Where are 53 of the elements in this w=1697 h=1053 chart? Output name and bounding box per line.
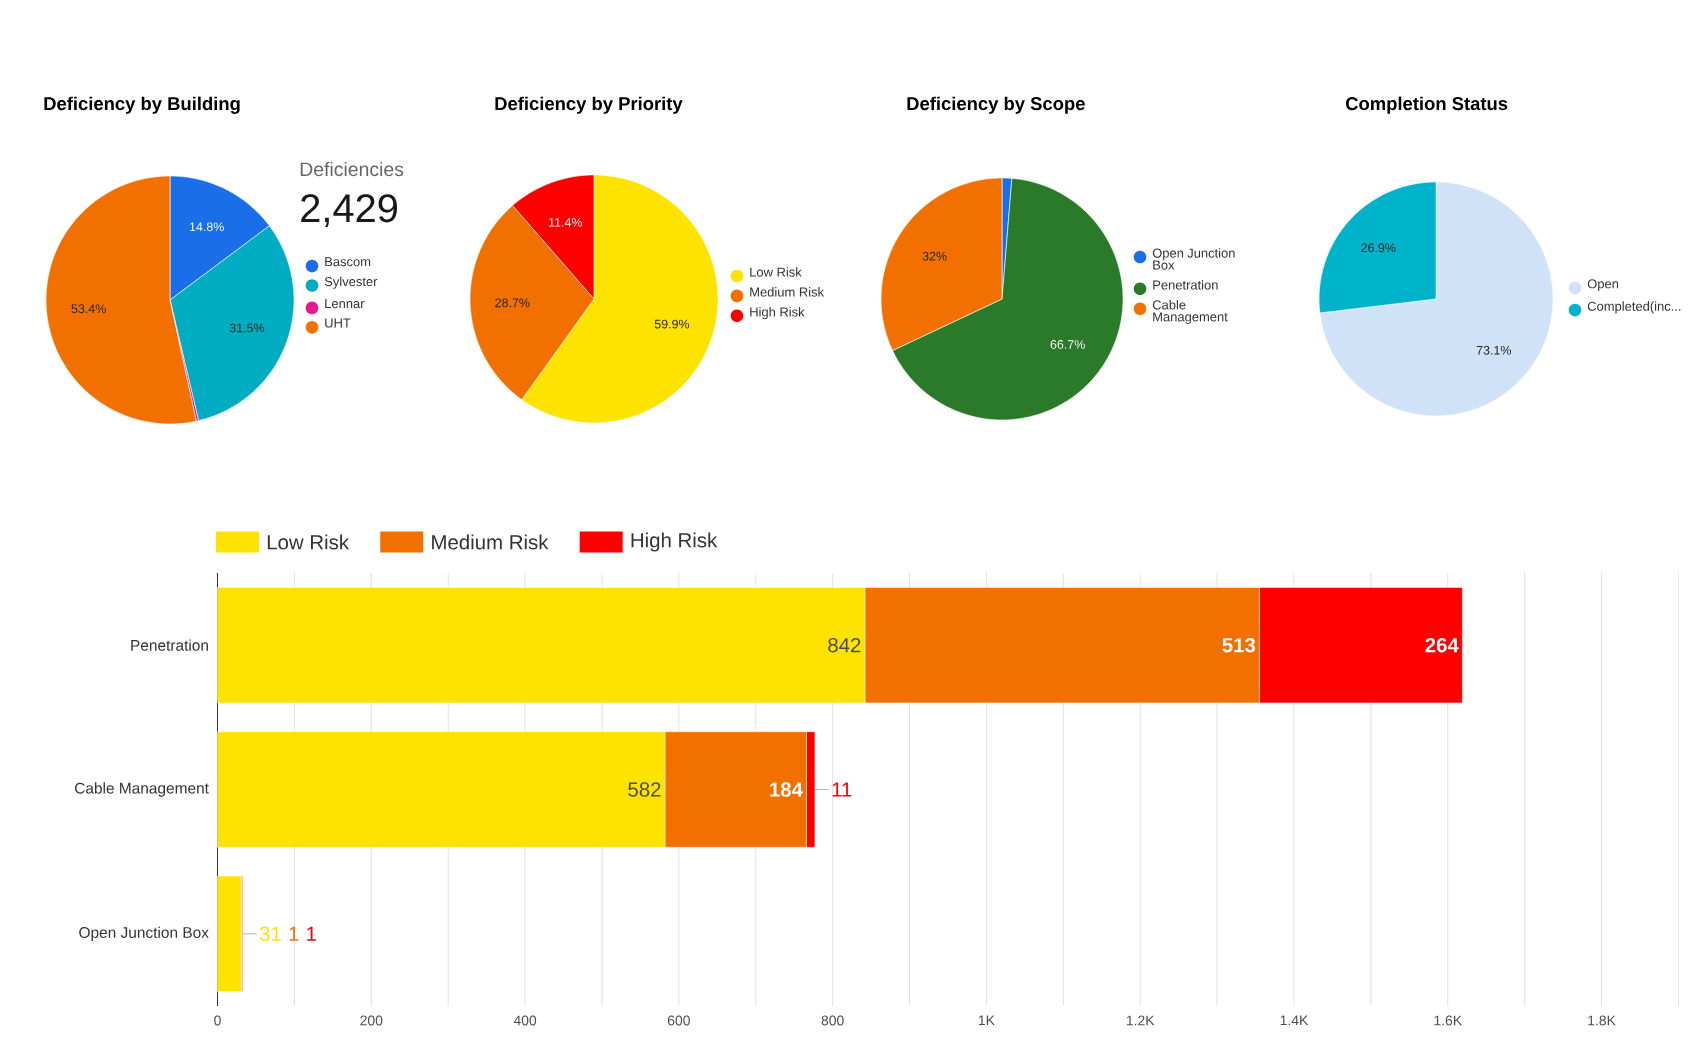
data-label: 31	[259, 926, 281, 942]
x-tick-label: 400	[513, 1015, 537, 1026]
legend-label: Cable Management	[1152, 299, 1228, 324]
text: Deficiencies	[300, 161, 404, 177]
chart-title: Completion Status	[1345, 96, 1508, 114]
legend-label: High Risk	[631, 532, 718, 552]
data-label: 14.8%	[189, 222, 224, 232]
chart-title: Deficiency by Building	[44, 96, 240, 114]
data-label: 264	[1425, 637, 1459, 653]
x-tick-label: 200	[360, 1015, 383, 1026]
y-tick-label: Cable Management	[74, 782, 209, 797]
x-tick-label: 1.4K	[1280, 1015, 1309, 1026]
legend-label: Open	[1587, 279, 1619, 291]
data-label: 26.9%	[1361, 243, 1396, 253]
data-label: 32%	[922, 251, 947, 261]
legend-label: High Risk	[750, 307, 805, 320]
data-label: 11	[832, 782, 852, 797]
data-label: 59.9%	[654, 319, 690, 329]
x-tick-label: 1.2K	[1126, 1015, 1155, 1026]
legend-label: UHT	[325, 318, 351, 328]
data-label: 842	[828, 637, 861, 653]
legend-label: Completed(inc...	[1587, 301, 1681, 314]
data-label: 184	[770, 782, 803, 797]
data-label: 513	[1222, 637, 1256, 653]
data-label: 1	[307, 926, 316, 941]
chart-title: Deficiency by Priority	[495, 96, 683, 114]
x-tick-label: 1K	[978, 1015, 995, 1026]
legend-label: Low Risk	[267, 534, 350, 550]
legend-label: Medium Risk	[432, 534, 549, 550]
x-tick-label: 1.8K	[1588, 1015, 1616, 1026]
data-label: 73.1%	[1476, 345, 1511, 355]
data-label: 582	[628, 782, 661, 797]
data-label: 28.7%	[495, 298, 530, 308]
text: 2,429	[301, 194, 398, 228]
x-tick-label: 1.6K	[1434, 1015, 1462, 1026]
legend-label: Lennar	[325, 299, 365, 309]
y-tick-label: Penetration	[131, 639, 208, 651]
data-label: 53.4%	[71, 304, 106, 314]
data-label: 1	[289, 926, 299, 941]
legend-label: Low Risk	[750, 267, 802, 277]
legend-label: Open Junction Box	[1152, 248, 1235, 270]
legend-label: Medium Risk	[750, 287, 825, 297]
data-label: 66.7%	[1050, 340, 1085, 349]
x-tick-label: 0	[214, 1015, 221, 1026]
x-tick-label: 800	[821, 1015, 844, 1026]
y-tick-label: Open Junction Box	[79, 926, 209, 942]
data-label: 11.4%	[549, 217, 583, 227]
chart-title: Deficiency by Scope	[907, 96, 1085, 114]
x-tick-label: 600	[667, 1015, 690, 1026]
data-label: 31.5%	[229, 323, 265, 333]
legend-label: Penetration	[1153, 280, 1218, 290]
legend-label: Bascom	[325, 257, 371, 267]
legend-label: Sylvester	[324, 276, 378, 289]
